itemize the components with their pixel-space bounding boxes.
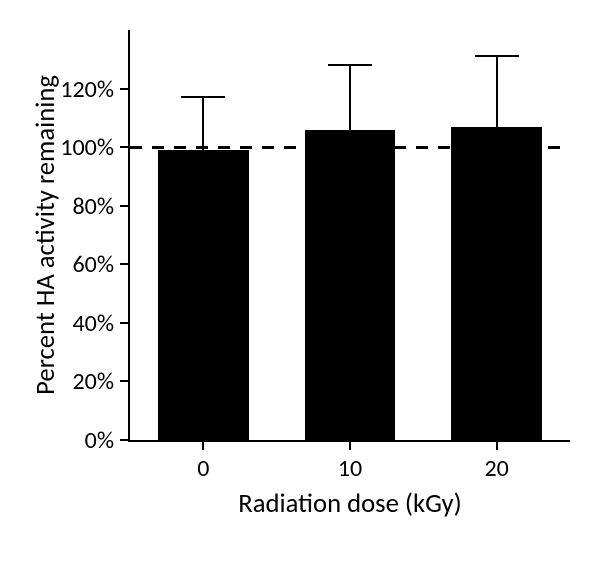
y-tick-mark [120,88,128,90]
x-tick-label: 0 [163,454,243,483]
y-tick-mark [120,263,128,265]
chart-stage: 0% 20% 40% 60% 80% 100% 120% 0 10 20 Radiation dos… [0,0,601,562]
y-tick-label: 120% [60,75,114,104]
y-axis-line [128,30,130,442]
y-tick-label: 20% [73,367,114,396]
y-tick-mark [120,146,128,148]
error-bar-10 [349,65,351,129]
bar-10 [305,130,396,440]
y-tick-label: 80% [73,192,114,221]
y-tick-label: 60% [73,250,114,279]
error-cap-20 [475,55,519,57]
y-tick-mark [120,205,128,207]
y-tick-label: 100% [60,133,114,162]
x-tick-label: 20 [457,454,537,483]
x-tick-label: 10 [310,454,390,483]
x-tick-mark [202,442,204,450]
y-tick-mark [120,439,128,441]
y-tick-label: 40% [73,309,114,338]
y-tick-label: 0% [85,426,114,455]
bar-20 [451,127,542,440]
error-bar-20 [496,56,498,126]
x-tick-mark [349,442,351,450]
error-cap-0 [181,96,225,98]
x-tick-mark [496,442,498,450]
error-cap-10 [328,64,372,66]
y-axis-title: Percent HA activity remaining [30,30,62,440]
error-bar-0 [202,97,204,150]
y-tick-mark [120,322,128,324]
y-tick-mark [120,380,128,382]
x-axis-title: Radiation dose (kGy) [130,488,570,520]
bar-0 [158,150,249,440]
